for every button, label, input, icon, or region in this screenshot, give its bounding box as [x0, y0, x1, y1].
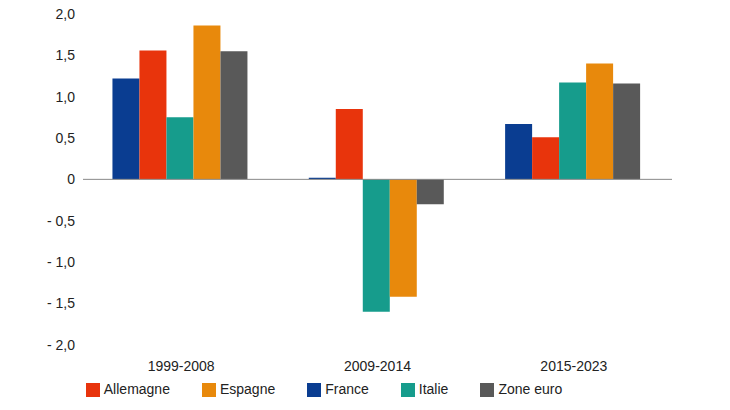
svg-text:2,0: 2,0	[56, 8, 76, 22]
html-text:Zone euro: Zone euro	[498, 380, 563, 397]
svg-text:2009-2014: 2009-2014	[344, 358, 411, 374]
html-text:Italie: Italie	[418, 380, 449, 397]
svg-text:1999-2008: 1999-2008	[148, 358, 215, 374]
svg-text:2015-2023: 2015-2023	[540, 358, 607, 374]
svg-text:- 1,0: - 1,0	[47, 254, 75, 270]
html-text:Allemagne: Allemagne	[103, 380, 170, 397]
svg-text:- 2,0: - 2,0	[47, 337, 75, 353]
svg-text:- 0,5: - 0,5	[47, 213, 75, 229]
svg-text:0: 0	[67, 171, 75, 187]
svg-text:1,5: 1,5	[56, 47, 76, 63]
html-text:Espagne: Espagne	[219, 380, 276, 397]
html-text:France: France	[325, 380, 369, 397]
svg-text:1,0: 1,0	[56, 89, 76, 105]
svg-text:- 1,5: - 1,5	[47, 295, 75, 311]
svg-text:0,5: 0,5	[56, 130, 76, 146]
